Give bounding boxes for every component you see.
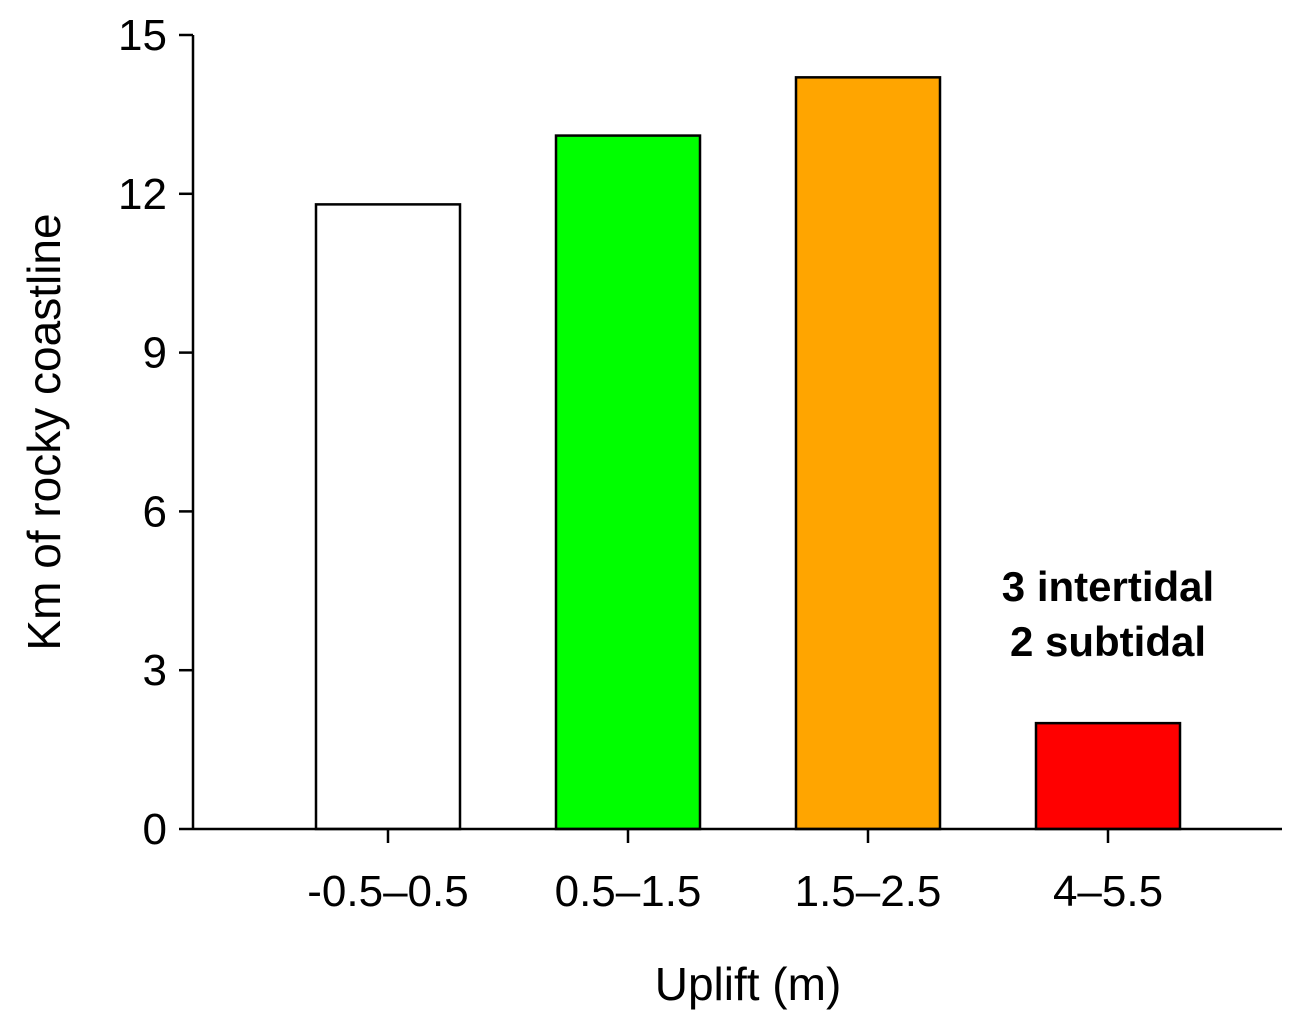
y-axis-title: Km of rocky coastline [18, 213, 70, 650]
y-tick-label: 3 [143, 646, 167, 695]
bar-3 [1034, 721, 1182, 831]
bar-0 [314, 203, 462, 831]
y-tick-label: 9 [143, 329, 167, 378]
x-tick-label: 1.5–2.5 [795, 867, 942, 916]
x-tick-label: -0.5–0.5 [307, 867, 468, 916]
y-tick-label: 15 [118, 11, 167, 60]
x-axis-title: Uplift (m) [655, 958, 842, 1010]
bar-annotation: 2 subtidal [1010, 618, 1206, 665]
y-tick-label: 6 [143, 487, 167, 536]
bar-annotation: 3 intertidal [1002, 563, 1214, 610]
bar-2 [794, 76, 942, 831]
x-tick-label: 0.5–1.5 [555, 867, 702, 916]
y-tick-label: 0 [143, 805, 167, 854]
axes-layer [179, 33, 1282, 843]
bars-layer [314, 76, 1182, 831]
labels-layer: 0 3 6 9 12 15 -0.5–0.5 0.5–1.5 1.5–2.5 4–5.5 3 int… [118, 11, 1214, 916]
y-tick-label: 12 [118, 170, 167, 219]
x-tick-label: 4–5.5 [1053, 867, 1163, 916]
bar-1 [554, 134, 702, 831]
